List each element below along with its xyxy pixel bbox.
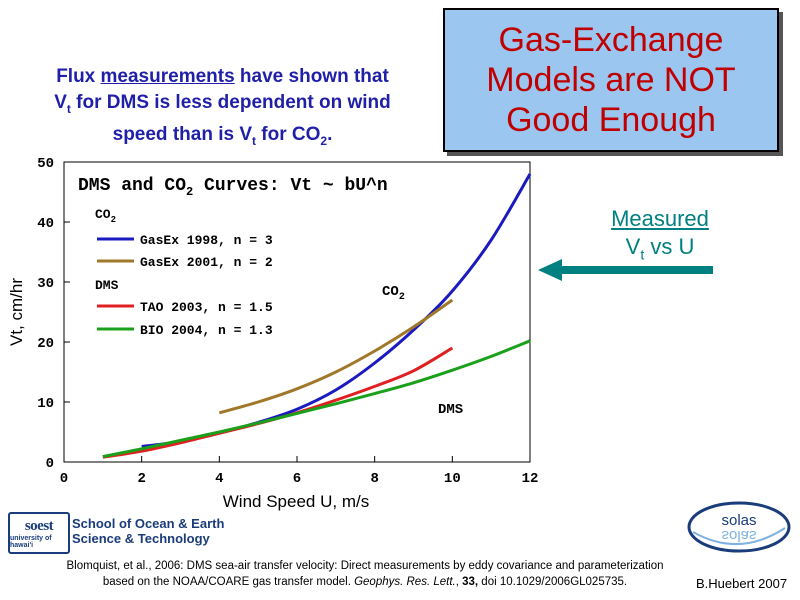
solas-logo: solas solas bbox=[687, 501, 791, 553]
x-tick-label: 4 bbox=[215, 471, 223, 487]
y-tick-label: 10 bbox=[37, 396, 54, 412]
series-layer bbox=[102, 173, 532, 459]
soest-logo-text: School of Ocean & Earth Science & Techno… bbox=[72, 516, 225, 546]
series-line-1 bbox=[218, 298, 454, 415]
x-tick-label: 0 bbox=[60, 471, 68, 487]
legend-entry-tao2003: TAO 2003, n = 1.5 bbox=[140, 300, 273, 315]
intro-text: Flux measurements have shown that Vt for… bbox=[10, 64, 435, 154]
title-line-3: Good Enough bbox=[506, 101, 716, 139]
soest-logo-mark: soest university of hawai'i bbox=[8, 512, 70, 554]
intro-line-3: speed than is Vt for CO2. bbox=[112, 123, 333, 148]
y-tick-label: 20 bbox=[37, 336, 54, 352]
x-tick-label: 12 bbox=[522, 471, 539, 487]
callout-vt-vs-u: Vt vs U bbox=[625, 234, 695, 263]
x-axis-label: Wind Speed U, m/s bbox=[223, 492, 369, 511]
x-tick-label: 6 bbox=[293, 471, 301, 487]
callout-arrow-icon bbox=[538, 259, 713, 281]
axis-ticks: 0 2 4 6 8 10 12 0 10 20 30 40 50 bbox=[37, 156, 538, 487]
citation: Blomquist, et al., 2006: DMS sea-air tra… bbox=[20, 558, 710, 590]
slide-title-box: Gas-Exchange Models are NOT Good Enough bbox=[443, 8, 779, 152]
annotation-co2: CO2 bbox=[382, 284, 405, 303]
legend: CO2 GasEx 1998, n = 3 GasEx 2001, n = 2 … bbox=[95, 207, 273, 338]
x-tick-label: 10 bbox=[444, 471, 461, 487]
legend-entry-bio2004: BIO 2004, n = 1.3 bbox=[140, 323, 273, 338]
callout-measured-label: Measured bbox=[611, 206, 709, 231]
x-tick-label: 2 bbox=[137, 471, 145, 487]
intro-line-2: Vt for DMS is less dependent on wind bbox=[54, 92, 391, 116]
legend-group-dms: DMS bbox=[95, 278, 119, 293]
intro-line-1: Flux measurements have shown that bbox=[56, 66, 389, 87]
annotation-dms: DMS bbox=[438, 402, 463, 418]
svg-text:solas: solas bbox=[721, 512, 756, 529]
chart-title: DMS and CO2 Curves: Vt ~ bU^n bbox=[78, 176, 388, 199]
y-tick-label: 50 bbox=[37, 156, 54, 172]
y-tick-label: 40 bbox=[37, 216, 54, 232]
title-line-1: Gas-Exchange bbox=[498, 21, 724, 59]
citation-line-2: based on the NOAA/COARE gas transfer mod… bbox=[102, 576, 628, 588]
legend-group-co2: CO2 bbox=[95, 207, 116, 225]
chart: 0 2 4 6 8 10 12 0 10 20 30 40 50 DMS and CO2 Curves:… bbox=[0, 150, 560, 520]
chart-svg: 0 2 4 6 8 10 12 0 10 20 30 40 50 DMS and CO2 Curves:… bbox=[7, 156, 538, 511]
y-tick-label: 30 bbox=[37, 276, 54, 292]
citation-line-1: Blomquist, et al., 2006: DMS sea-air tra… bbox=[66, 560, 664, 572]
title-line-2: Models are NOT bbox=[486, 61, 736, 99]
solas-logo-reflection: solas bbox=[721, 527, 756, 544]
soest-logo: soest university of hawai'i School of Oc… bbox=[8, 508, 238, 554]
legend-entry-gasex2001: GasEx 2001, n = 2 bbox=[140, 255, 273, 270]
author-credit: B.Huebert 2007 bbox=[696, 576, 788, 591]
y-axis-label: Vt, cm/hr bbox=[7, 278, 26, 346]
x-tick-label: 8 bbox=[370, 471, 378, 487]
y-tick-label: 0 bbox=[46, 456, 54, 472]
series-line-3 bbox=[102, 339, 531, 459]
callout-measured: Measured Vt vs U bbox=[560, 205, 760, 268]
legend-entry-gasex1998: GasEx 1998, n = 3 bbox=[140, 233, 273, 248]
